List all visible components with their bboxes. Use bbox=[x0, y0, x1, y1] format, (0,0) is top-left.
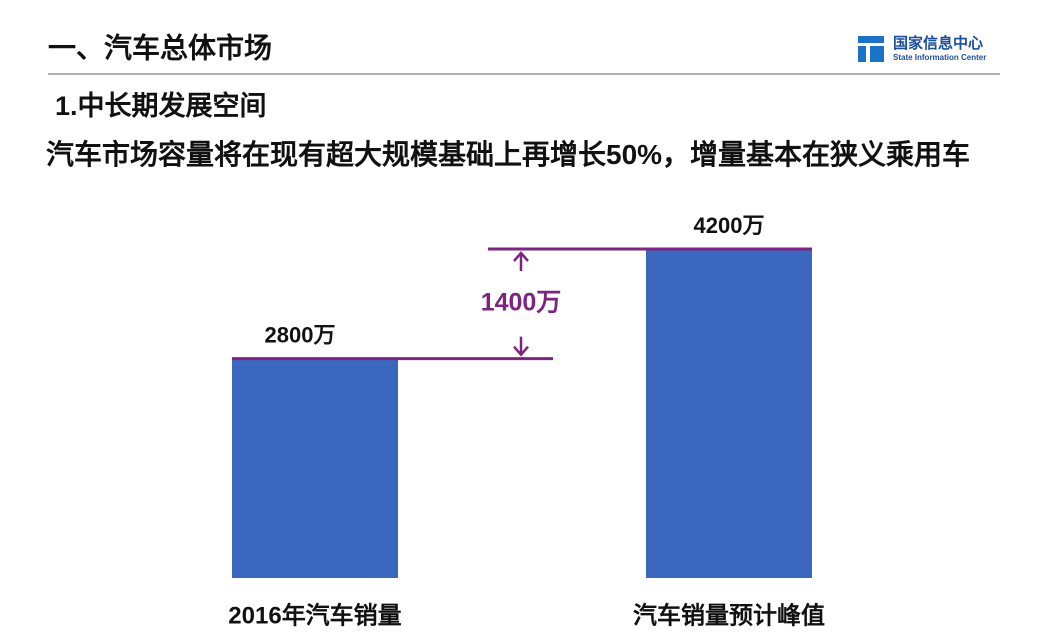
difference-label: 1400万 bbox=[481, 288, 562, 316]
value-label: 2800万 bbox=[265, 322, 336, 347]
logo-icon bbox=[858, 36, 884, 43]
value-label: 4200万 bbox=[694, 213, 765, 238]
logo-subtitle: State Information Center bbox=[893, 53, 986, 62]
headline: 汽车市场容量将在现有超大规模基础上再增长50%，增量基本在狭义乘用车 bbox=[46, 139, 971, 170]
difference-arrow bbox=[513, 345, 529, 357]
logo-icon bbox=[870, 46, 884, 62]
header-title: 一、汽车总体市场 bbox=[48, 31, 272, 63]
category-label: 汽车销量预计峰值 bbox=[633, 601, 825, 629]
bar bbox=[646, 249, 812, 578]
logo bbox=[858, 36, 884, 62]
section-title: 1.中长期发展空间 bbox=[55, 90, 267, 121]
category-label: 2016年汽车销量 bbox=[228, 601, 401, 629]
logo-name: 国家信息中心 bbox=[893, 34, 983, 52]
bar bbox=[232, 358, 398, 578]
logo-icon bbox=[858, 46, 866, 62]
headline-box: 汽车市场容量将在现有超大规模基础上再增长50%，增量基本在狭义乘用车 bbox=[46, 139, 971, 170]
difference-arrow bbox=[513, 251, 529, 262]
